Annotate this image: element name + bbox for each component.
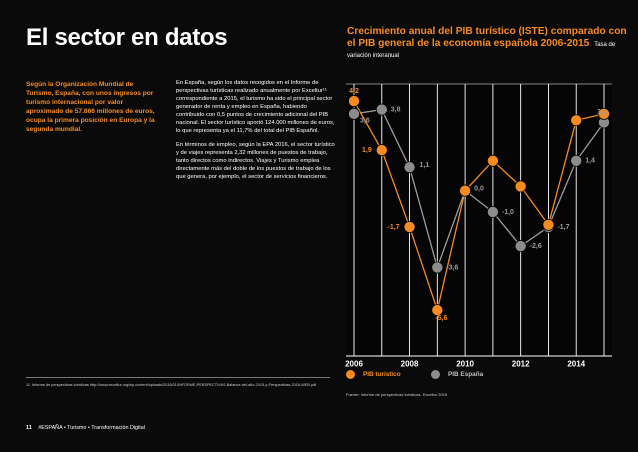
body-text: En España, según los datos recogidos en … <box>176 80 336 188</box>
plot-background <box>346 84 612 356</box>
data-point-pib-espana <box>431 261 444 274</box>
chart-title: Crecimiento anual del PIB turístico (IST… <box>347 26 629 61</box>
data-point-pib-turistico <box>486 154 499 167</box>
data-point-pib-espana <box>347 107 360 120</box>
series-line-pib-turistico <box>353 100 605 313</box>
x-tick-label: 2014 <box>567 360 585 369</box>
chart-source: Fuente: Informe de perspectivas turístic… <box>346 392 448 397</box>
data-point-pib-turistico <box>570 114 583 127</box>
legend-swatch-gray <box>431 370 440 379</box>
data-point-pib-espana <box>403 161 416 174</box>
footer-text: #ESPAÑA • Turismo • Transformación Digit… <box>38 425 145 431</box>
data-label-pib-turistico: 4,2 <box>349 88 359 95</box>
series-lines <box>353 100 605 313</box>
data-point-pib-espana <box>570 154 583 167</box>
legend-item-pib-turistico: PIB turístico <box>346 370 401 379</box>
x-axis: 2006 2008 2010 2012 2014 <box>345 360 586 369</box>
data-point-pib-turistico <box>403 220 416 233</box>
data-label-pib-espana: 3,2 <box>597 109 607 116</box>
data-label-pib-turistico: -1,7 <box>387 224 399 231</box>
legend-label: PIB turístico <box>363 371 401 378</box>
data-point-pib-espana <box>375 103 388 116</box>
data-point-pib-turistico <box>459 184 472 197</box>
x-tick-label: 2006 <box>345 360 363 369</box>
series-points <box>347 95 611 317</box>
data-label-pib-espana: 3,8 <box>391 106 401 113</box>
page-number: 11 <box>26 425 32 431</box>
data-point-pib-turistico <box>347 95 360 108</box>
data-label-pib-espana: -2,6 <box>530 243 542 250</box>
data-point-pib-turistico <box>431 304 444 317</box>
x-tick-label: 2012 <box>512 360 530 369</box>
page-footer: 11 #ESPAÑA • Turismo • Transformación Di… <box>26 425 145 431</box>
x-tick-label: 2008 <box>401 360 419 369</box>
data-label-pib-espana: -1,0 <box>502 209 514 216</box>
x-tick-label: 2010 <box>456 360 474 369</box>
body-paragraph: En España, según los datos recogidos en … <box>176 80 335 134</box>
footnote: 11. Informe de perspectivas turísticas h… <box>26 383 317 387</box>
data-label-pib-espana: -1,7 <box>557 224 569 231</box>
data-label-pib-espana: 1,4 <box>585 158 595 165</box>
data-label-pib-espana: -3,6 <box>446 264 458 271</box>
footnote-divider <box>26 377 330 378</box>
legend-item-pib-espana: PIB España <box>431 370 483 379</box>
data-point-pib-turistico <box>375 144 388 157</box>
data-label-pib-espana: 3,6 <box>360 118 370 125</box>
data-label-pib-turistico: -5,6 <box>435 315 447 322</box>
chart-title-text: Crecimiento anual del PIB turístico (IST… <box>347 26 627 49</box>
data-label-pib-espana: 0,0 <box>474 186 484 193</box>
data-labels: 3,6 3,8 1,1 -3,6 0,0 -1,0 -2,6 -1,7 1,4 3,2 4,2 1,9… <box>349 88 607 322</box>
chart-subtitle: Tasa de variación interanual <box>347 41 616 60</box>
intro-highlight: Según la Organización Mundial de Turismo… <box>26 81 155 134</box>
data-point-pib-turistico <box>542 218 555 231</box>
data-point-pib-turistico <box>598 107 611 120</box>
series-line-pib-espana <box>353 108 605 270</box>
data-point-pib-turistico <box>514 180 527 193</box>
data-label-pib-turistico: 1,9 <box>362 147 372 154</box>
chart-grid <box>346 83 612 357</box>
data-point-pib-espana <box>486 205 499 218</box>
page-title: El sector en datos <box>26 24 228 51</box>
data-label-pib-espana: 1,1 <box>420 162 430 169</box>
data-point-pib-espana <box>514 240 527 253</box>
legend-label: PIB España <box>448 371 484 378</box>
body-paragraph: En términos de empleo, según la EPA 2016… <box>176 141 335 180</box>
legend-swatch-orange <box>346 370 355 379</box>
